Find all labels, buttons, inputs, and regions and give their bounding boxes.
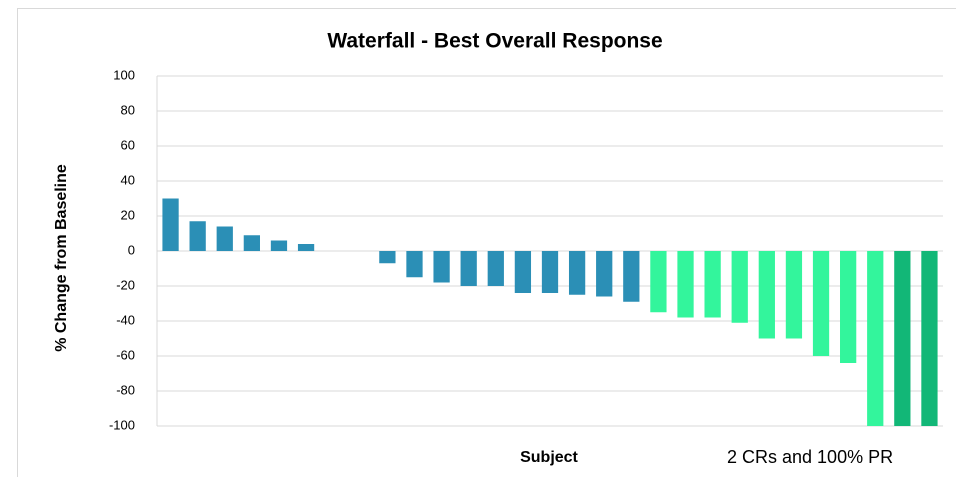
bar (731, 251, 748, 323)
y-tick-label: 40 (121, 172, 135, 187)
bar (704, 251, 721, 318)
y-tick-label: -20 (116, 277, 135, 292)
y-tick-label: 60 (121, 137, 135, 152)
y-tick-label: 0 (128, 242, 135, 257)
bar (623, 251, 640, 302)
y-tick-label: -40 (116, 312, 135, 327)
bar (785, 251, 803, 339)
bar (189, 221, 206, 251)
y-tick-label: 100 (113, 67, 135, 82)
bar (406, 251, 423, 278)
annotation: 2 CRs and 100% PR (727, 447, 893, 467)
bar (433, 251, 450, 283)
bar (487, 251, 504, 286)
y-tick-label: 80 (121, 102, 135, 117)
bar (270, 240, 288, 251)
y-axis-label: % Change from Baseline (53, 164, 70, 352)
chart-title: Waterfall - Best Overall Response (327, 30, 662, 53)
bar (297, 244, 315, 251)
bar (677, 251, 694, 318)
bar (162, 198, 179, 251)
bar (812, 251, 830, 356)
x-axis-label: Subject (520, 449, 578, 466)
y-tick-label: -100 (109, 417, 135, 432)
bar (216, 226, 233, 251)
bar (460, 251, 477, 286)
y-tick-label: -80 (116, 382, 135, 397)
y-tick-label: 20 (121, 207, 135, 222)
bar (243, 235, 260, 251)
bar (541, 251, 559, 293)
bar (650, 251, 667, 313)
bar (894, 251, 911, 426)
bar (921, 251, 938, 426)
bar (514, 251, 532, 293)
y-tick-label: -60 (116, 347, 135, 362)
bar (568, 251, 586, 295)
chart-border (17, 8, 956, 477)
bar (840, 251, 857, 363)
bar (867, 251, 884, 426)
bar (379, 251, 396, 264)
bar (596, 251, 613, 297)
bar (758, 251, 775, 339)
